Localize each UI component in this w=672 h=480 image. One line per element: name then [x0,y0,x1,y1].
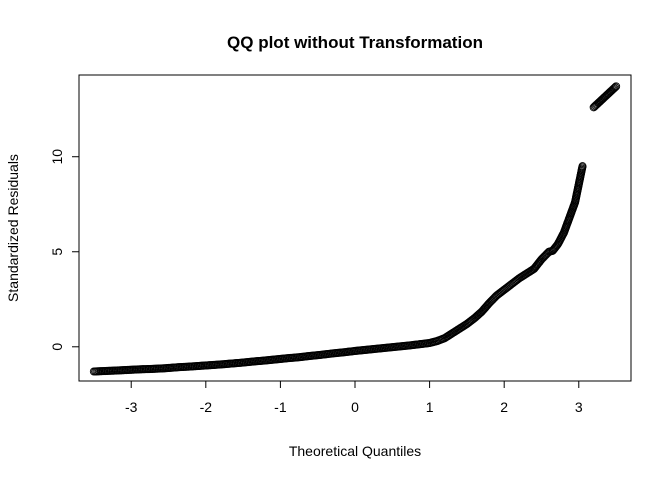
x-axis: -3 -2 -1 0 1 2 3 [125,381,583,415]
x-tick-label: -3 [125,399,138,415]
y-axis-label: Standardized Residuals [5,154,21,302]
x-tick-label: 3 [575,399,583,415]
x-axis-label: Theoretical Quantiles [289,443,421,459]
data-points [90,83,619,375]
y-axis: 0 5 10 [49,149,79,351]
x-tick-label: -1 [274,399,287,415]
y-tick-label: 10 [49,149,65,165]
plot-frame [79,75,631,381]
x-tick-label: 2 [500,399,508,415]
chart-title: QQ plot without Transformation [227,33,483,52]
x-tick-label: 0 [351,399,359,415]
y-tick-label: 0 [49,343,65,351]
y-tick-label: 5 [49,248,65,256]
x-tick-label: 1 [426,399,434,415]
x-tick-label: -2 [200,399,213,415]
